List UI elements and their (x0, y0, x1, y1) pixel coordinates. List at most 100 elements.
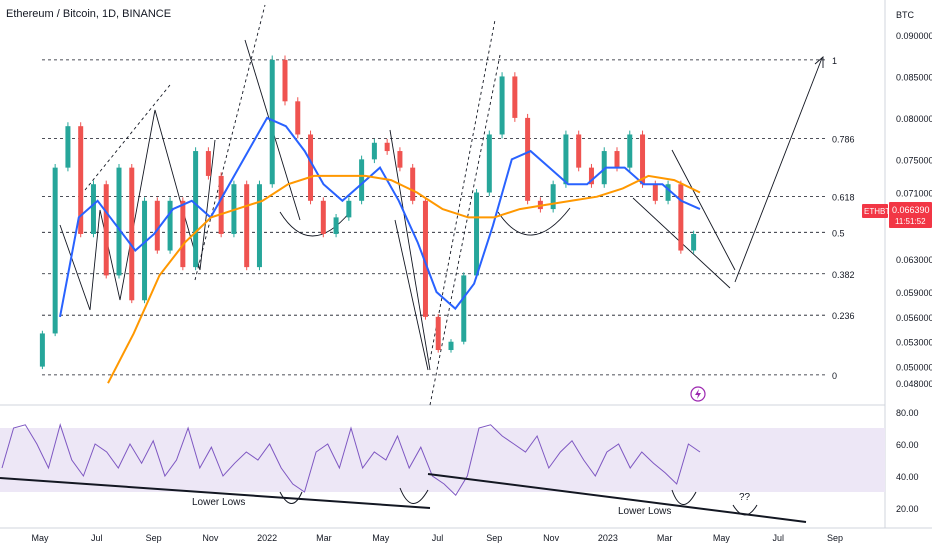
candle (295, 97, 301, 139)
time-label-9: Nov (543, 533, 560, 543)
candle (691, 230, 697, 254)
candle (474, 188, 480, 279)
fib-label-4: 0.382 (832, 270, 855, 280)
candle (588, 163, 594, 188)
last-price-countdown: 11:51:52 (895, 217, 926, 226)
fib-label-6: 0 (832, 371, 837, 381)
fib-label-1: 0.786 (832, 135, 855, 145)
candle (576, 130, 582, 172)
rsi-axis[interactable]: 80.00 60.00 40.00 20.00 (896, 408, 919, 514)
price-axis-unit: BTC (896, 10, 915, 20)
price-series (39, 55, 697, 370)
time-label-13: Jul (772, 533, 784, 543)
candle (65, 122, 71, 172)
price-tick-6: 0.059000 (896, 288, 932, 298)
candle (665, 180, 671, 205)
time-label-10: 2023 (598, 533, 618, 543)
price-tick-7: 0.056000 (896, 313, 932, 323)
candle (308, 130, 314, 205)
candle (244, 180, 250, 271)
last-price-tag: ETHBTC 0.066390 11:51:52 (862, 202, 932, 228)
time-label-11: Mar (657, 533, 673, 543)
candle (167, 197, 173, 254)
candle (256, 180, 262, 271)
time-label-3: Nov (202, 533, 219, 543)
time-label-2: Sep (146, 533, 162, 543)
candle (435, 314, 441, 353)
candle (78, 122, 84, 238)
price-tick-8: 0.053000 (896, 338, 932, 348)
candle (90, 180, 96, 238)
price-tick-0: 0.090000 (896, 31, 932, 41)
rsi-divergence-lines (0, 473, 807, 523)
candle (499, 72, 505, 139)
price-tick-3: 0.075000 (896, 155, 932, 165)
time-axis[interactable]: May Jul Sep Nov 2022 Mar May Jul Sep Nov 2023 Mar Ma… (31, 533, 843, 543)
price-tick-5: 0.063000 (896, 255, 932, 265)
candle (218, 172, 224, 238)
time-label-12: May (713, 533, 731, 543)
candle (371, 138, 377, 164)
candle (39, 330, 45, 370)
candle (359, 155, 365, 205)
candle (154, 197, 160, 254)
trendline-drawings (59, 4, 823, 406)
candle (397, 147, 403, 172)
price-tick-1: 0.085000 (896, 72, 932, 82)
time-label-7: Jul (432, 533, 444, 543)
lower-lows-label-1: Lower Lows (192, 497, 245, 508)
candle (269, 55, 275, 188)
last-price-ticker: ETHBTC (864, 207, 896, 216)
price-tick-4: 0.071000 (896, 189, 932, 199)
rsi-line (1, 423, 701, 496)
rsi-tick-2: 40.00 (896, 472, 919, 482)
fib-label-2: 0.618 (832, 193, 855, 203)
candle (116, 163, 122, 279)
time-label-5: Mar (316, 533, 332, 543)
rsi-tick-3: 20.00 (896, 504, 919, 514)
candle (550, 180, 556, 213)
candle (193, 147, 199, 271)
fibonacci-levels: 1 0.786 0.618 0.5 0.382 0.236 0 (42, 56, 855, 381)
time-label-0: May (31, 533, 49, 543)
candle (142, 197, 148, 304)
fib-label-3: 0.5 (832, 228, 845, 238)
candle (180, 197, 186, 271)
candle (448, 339, 454, 353)
candle (205, 147, 211, 180)
candle (320, 197, 326, 238)
time-label-14: Sep (827, 533, 843, 543)
candle (563, 130, 569, 188)
candle (384, 138, 390, 155)
candle (346, 197, 352, 221)
candle (512, 72, 518, 122)
fib-label-0: 1 (832, 56, 837, 66)
price-tick-2: 0.080000 (896, 114, 932, 124)
candle (525, 113, 531, 205)
candle (410, 163, 416, 205)
candle (422, 197, 428, 320)
question-label: ?? (739, 492, 751, 503)
symbol-title: Ethereum / Bitcoin, 1D, BINANCE (6, 8, 172, 20)
time-label-8: Sep (486, 533, 502, 543)
candle (129, 163, 135, 304)
candle (461, 272, 467, 345)
price-axis[interactable]: 0.090000 0.085000 0.080000 0.075000 0.071000… (896, 31, 932, 389)
candle (486, 130, 492, 197)
candle (627, 130, 633, 172)
candle (678, 180, 684, 254)
price-tick-9: 0.050000 (896, 363, 932, 373)
time-label-4: 2022 (257, 533, 277, 543)
lower-lows-label-2: Lower Lows (618, 506, 671, 517)
lightning-icon[interactable] (690, 386, 706, 402)
candle (52, 163, 58, 337)
moving-average-fast (59, 116, 701, 318)
candle (601, 147, 607, 188)
rsi-band (0, 428, 885, 492)
time-label-1: Jul (91, 533, 103, 543)
candle (282, 55, 288, 106)
moving-average-slow (107, 174, 701, 384)
fib-label-5: 0.236 (832, 311, 855, 321)
candle (103, 180, 109, 279)
